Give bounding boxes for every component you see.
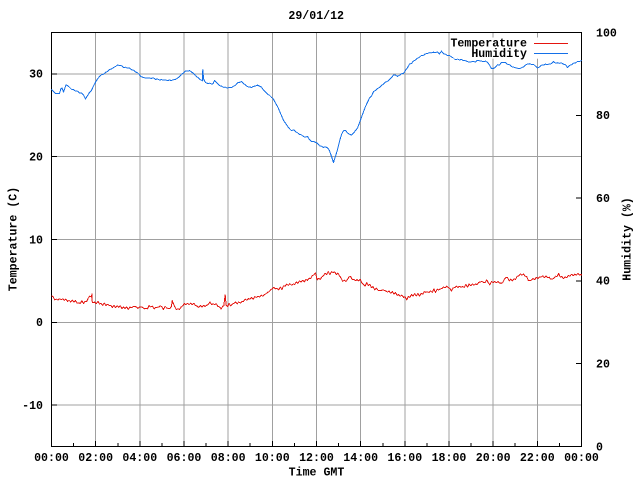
svg-text:00:00: 00:00 (34, 452, 69, 465)
svg-text:00:00: 00:00 (564, 452, 599, 465)
svg-text:20:00: 20:00 (476, 452, 511, 465)
svg-text:14:00: 14:00 (343, 452, 378, 465)
svg-text:08:00: 08:00 (211, 452, 246, 465)
svg-text:22:00: 22:00 (520, 452, 555, 465)
svg-text:-10: -10 (22, 400, 43, 413)
svg-text:12:00: 12:00 (299, 452, 334, 465)
svg-text:80: 80 (596, 110, 610, 123)
svg-text:16:00: 16:00 (387, 452, 422, 465)
svg-text:100: 100 (596, 27, 617, 40)
svg-text:Time GMT: Time GMT (289, 467, 345, 480)
svg-text:04:00: 04:00 (122, 452, 157, 465)
svg-text:20: 20 (29, 152, 43, 165)
svg-text:10: 10 (29, 234, 43, 247)
svg-text:Temperature: Temperature (450, 38, 527, 51)
svg-text:Humidity: Humidity (471, 48, 527, 61)
svg-text:30: 30 (29, 69, 43, 82)
svg-text:18:00: 18:00 (432, 452, 467, 465)
svg-text:0: 0 (596, 441, 603, 454)
svg-text:29/01/12: 29/01/12 (288, 10, 344, 23)
svg-text:20: 20 (596, 359, 610, 372)
svg-text:Humidity (%): Humidity (%) (622, 197, 635, 281)
svg-text:02:00: 02:00 (78, 452, 113, 465)
svg-text:0: 0 (36, 317, 43, 330)
svg-text:06:00: 06:00 (167, 452, 202, 465)
svg-text:40: 40 (596, 276, 610, 289)
svg-text:Temperature (C): Temperature (C) (8, 187, 21, 291)
svg-text:10:00: 10:00 (255, 452, 290, 465)
svg-text:60: 60 (596, 193, 610, 206)
